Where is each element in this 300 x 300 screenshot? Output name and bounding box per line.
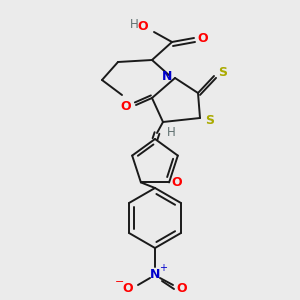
Text: O: O — [121, 100, 131, 112]
Text: O: O — [123, 283, 133, 296]
Text: O: O — [172, 176, 182, 189]
Text: −: − — [115, 277, 125, 287]
Text: +: + — [159, 263, 167, 273]
Text: H: H — [167, 127, 176, 140]
Text: S: S — [218, 65, 227, 79]
Text: N: N — [150, 268, 160, 281]
Text: S: S — [206, 113, 214, 127]
Text: O: O — [138, 20, 148, 32]
Text: H: H — [130, 19, 138, 32]
Text: O: O — [177, 283, 187, 296]
Text: N: N — [162, 70, 172, 83]
Text: O: O — [198, 32, 208, 44]
